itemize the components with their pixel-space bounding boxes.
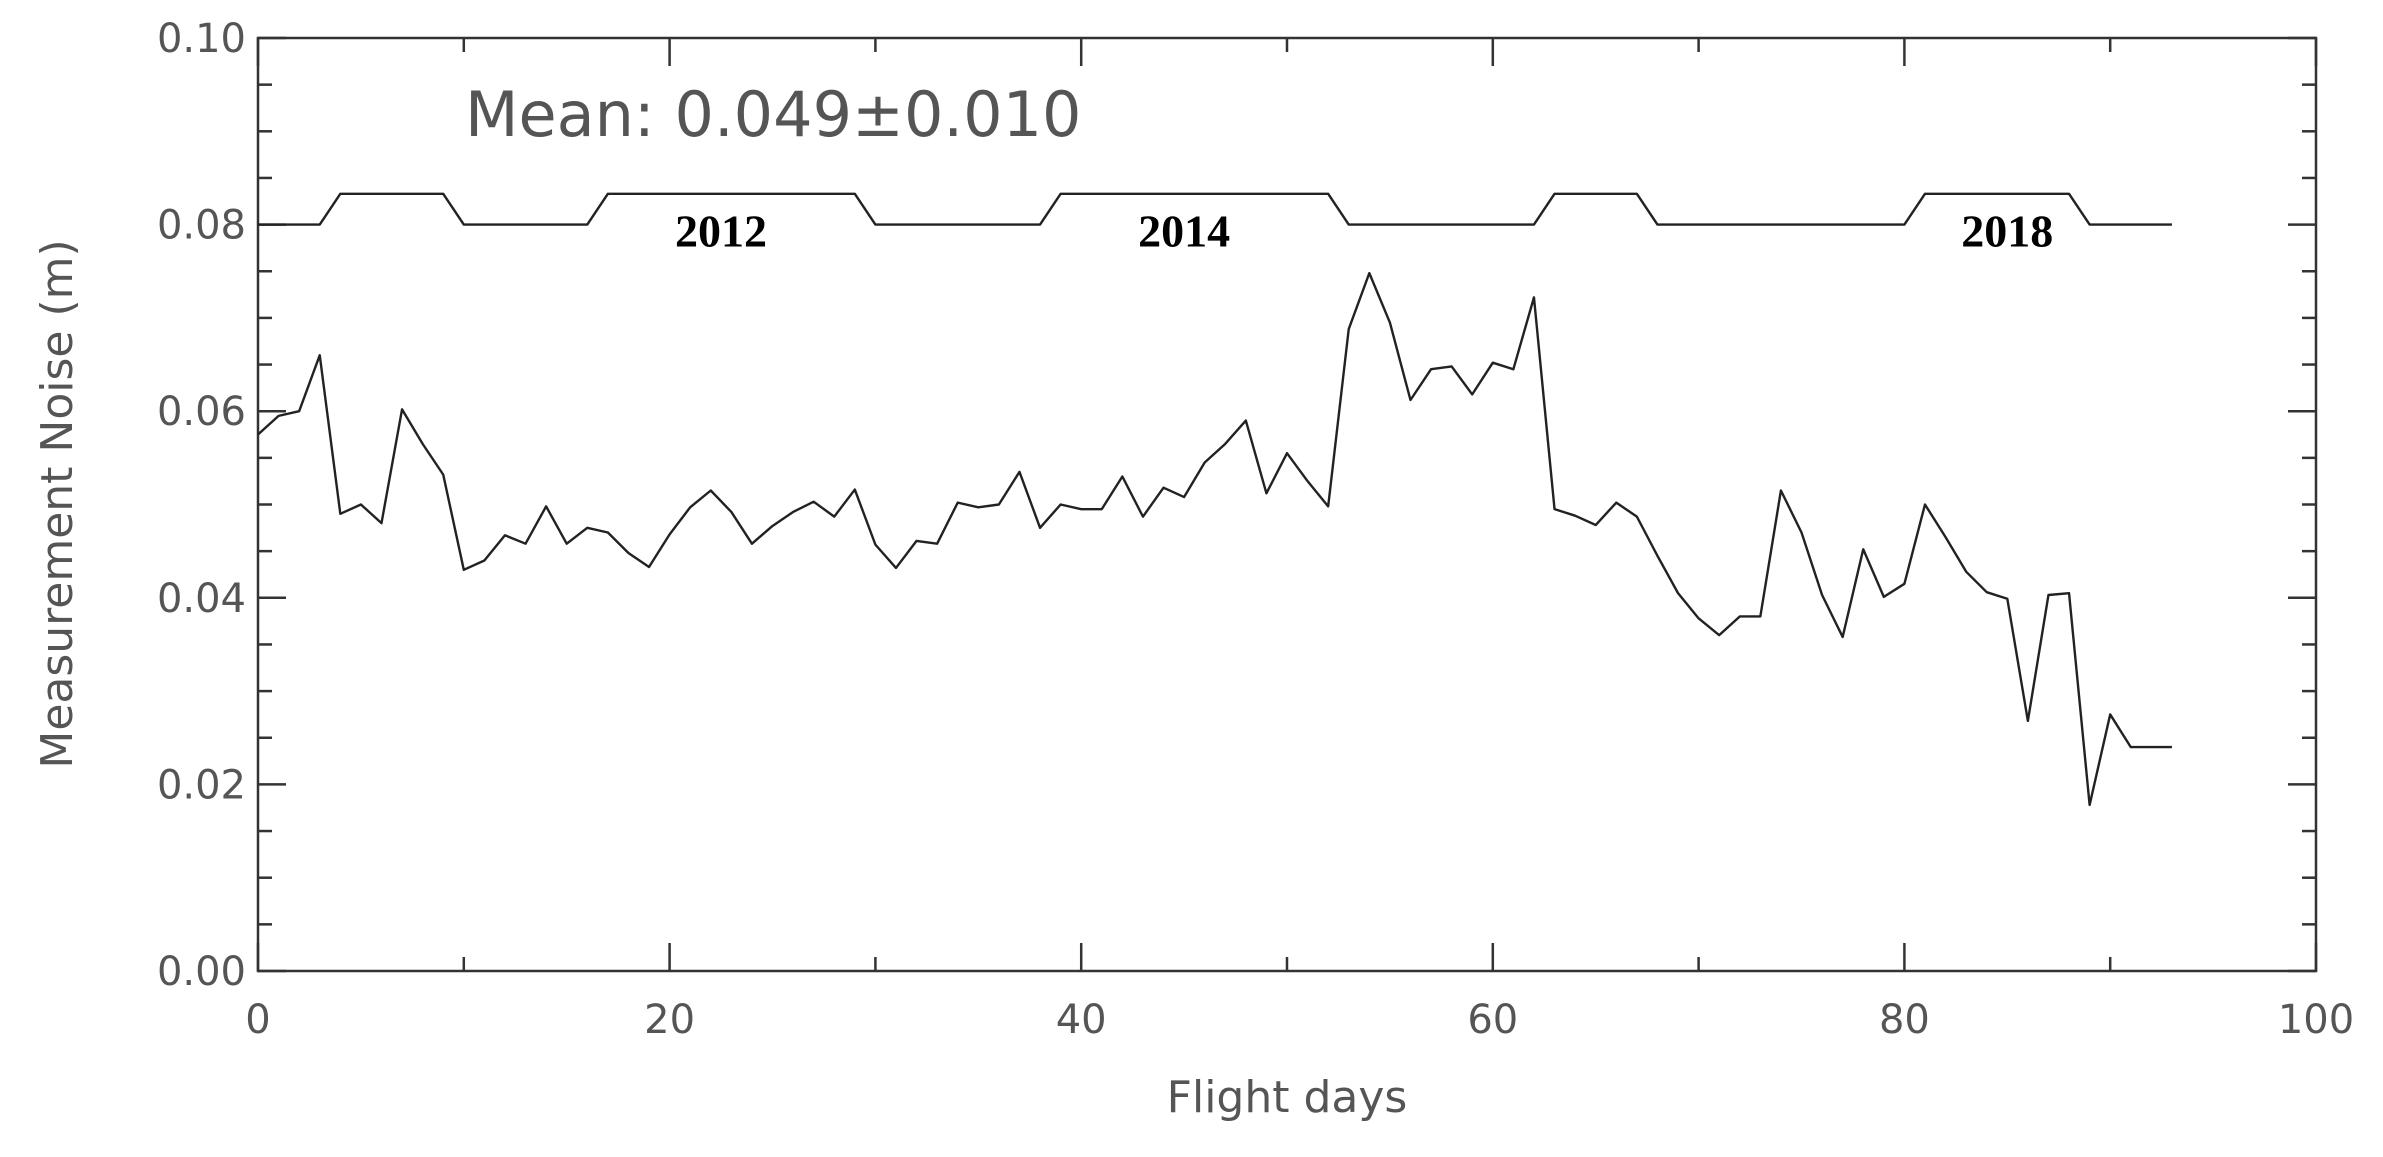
mean-annotation: Mean: 0.049±0.010: [465, 78, 1081, 151]
series-layer: [257, 271, 2172, 807]
x-tick-label: 40: [1056, 997, 1107, 1043]
year-label: 2018: [1961, 206, 2053, 257]
x-tick-label: 80: [1879, 997, 1930, 1043]
year-track-line: [258, 192, 2172, 226]
x-tick-label: 0: [245, 997, 270, 1043]
y-tick-label: 0.08: [157, 203, 246, 249]
y-tick-label: 0.04: [157, 576, 246, 622]
year-label: 2014: [1138, 206, 1230, 257]
y-tick-label: 0.00: [157, 949, 246, 995]
tick-labels-layer: 0 20 40 60 80 100 0.00 0.02 0.04 0.06 0.08 0.10: [157, 16, 2354, 1043]
x-tick-label: 20: [644, 997, 695, 1043]
ticks-layer: [256, 36, 2318, 973]
y-axis-title: Measurement Noise (m): [32, 239, 83, 768]
year-label: 2012: [675, 206, 767, 257]
y-tick-label: 0.10: [157, 16, 246, 62]
y-tick-label: 0.06: [157, 389, 246, 435]
year-track-layer: 2012 2014 2018: [258, 192, 2172, 257]
plot-frame: [256, 36, 2318, 973]
y-tick-label: 0.02: [157, 762, 246, 808]
x-tick-label: 60: [1467, 997, 1518, 1043]
x-tick-label: 100: [2278, 997, 2354, 1043]
x-axis-title: Flight days: [1167, 1072, 1408, 1123]
noise-series-line: [257, 271, 2172, 807]
